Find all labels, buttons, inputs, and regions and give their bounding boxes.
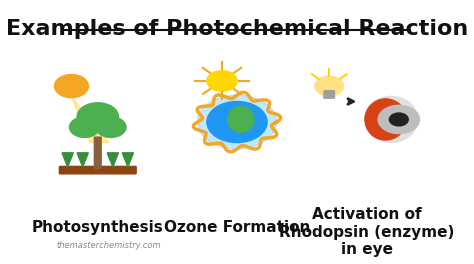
Text: themasterchemistry.com: themasterchemistry.com bbox=[56, 241, 161, 250]
Polygon shape bbox=[77, 153, 88, 167]
Circle shape bbox=[390, 113, 408, 126]
Ellipse shape bbox=[365, 99, 406, 140]
Polygon shape bbox=[122, 153, 134, 167]
Circle shape bbox=[96, 117, 126, 138]
Circle shape bbox=[315, 76, 344, 96]
Circle shape bbox=[207, 101, 267, 143]
FancyBboxPatch shape bbox=[59, 166, 136, 174]
Ellipse shape bbox=[365, 96, 418, 143]
Polygon shape bbox=[107, 153, 118, 167]
Circle shape bbox=[198, 95, 276, 149]
Polygon shape bbox=[62, 153, 73, 167]
Circle shape bbox=[77, 103, 118, 131]
FancyBboxPatch shape bbox=[324, 91, 335, 98]
Circle shape bbox=[378, 105, 419, 134]
Text: Activation of
Rhodopsin (enzyme)
in eye: Activation of Rhodopsin (enzyme) in eye bbox=[279, 208, 455, 257]
Circle shape bbox=[70, 117, 100, 138]
Text: Ozone Formation: Ozone Formation bbox=[164, 220, 310, 235]
Text: Examples of Photochemical Reaction: Examples of Photochemical Reaction bbox=[6, 19, 468, 39]
Circle shape bbox=[55, 74, 88, 98]
Text: Photosynthesis: Photosynthesis bbox=[32, 220, 164, 235]
Polygon shape bbox=[72, 96, 109, 143]
FancyBboxPatch shape bbox=[94, 137, 101, 168]
Ellipse shape bbox=[228, 107, 254, 132]
Circle shape bbox=[207, 71, 237, 91]
